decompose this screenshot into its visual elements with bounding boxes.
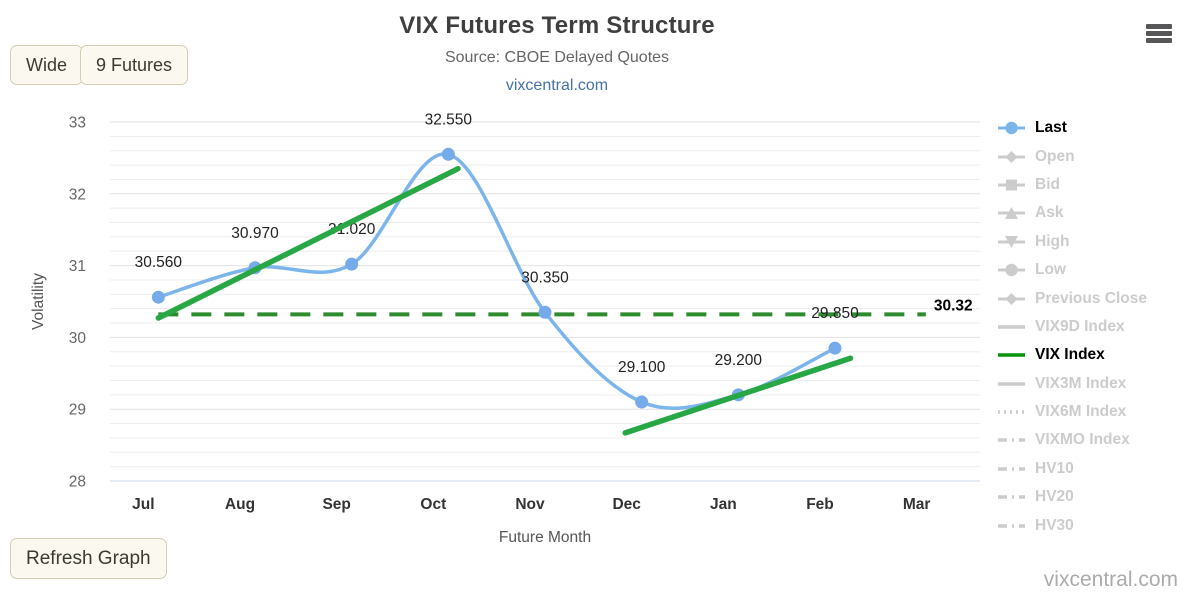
dash-dot-line-icon <box>998 523 1025 528</box>
line-icon <box>998 381 1025 386</box>
line-icon <box>998 353 1025 358</box>
x-tick-feb: Feb <box>806 496 834 513</box>
legend-label: VIX9D Index <box>1035 317 1125 335</box>
chart-subtitle: Source: CBOE Delayed Quotes <box>444 49 670 66</box>
legend-label: HV30 <box>1035 516 1074 534</box>
legend-item-bid[interactable]: Bid <box>998 171 1147 199</box>
svg-text:32.550: 32.550 <box>425 111 473 128</box>
x-tick-mar: Mar <box>903 496 931 513</box>
line-triangle-down-icon <box>998 235 1025 248</box>
svg-text:31: 31 <box>69 258 86 275</box>
legend-item-hv20[interactable]: HV20 <box>998 483 1147 511</box>
watermark-text: vixcentral.com <box>1043 568 1178 591</box>
legend-label: VIX6M Index <box>1035 403 1127 421</box>
point-jul[interactable] <box>151 290 165 304</box>
last-series-points <box>151 147 842 409</box>
line-diamond-icon <box>998 292 1025 305</box>
x-tick-dec: Dec <box>612 496 641 513</box>
line-square-icon <box>998 179 1025 191</box>
legend-item-low[interactable]: Low <box>998 256 1147 284</box>
legend-label: Open <box>1035 147 1075 165</box>
svg-text:32: 32 <box>69 186 86 203</box>
svg-text:29: 29 <box>69 402 86 419</box>
vix-index-value-label: 30.32 <box>934 297 973 314</box>
legend-item-last[interactable]: Last <box>998 114 1147 142</box>
trend-line-1 <box>155 165 461 321</box>
x-tick-jul: Jul <box>132 496 154 513</box>
svg-text:28: 28 <box>69 474 86 491</box>
dash-dot-line-icon <box>998 438 1025 443</box>
legend-item-vix9d-index[interactable]: VIX9D Index <box>998 313 1147 341</box>
point-dec[interactable] <box>635 395 649 409</box>
legend-item-open[interactable]: Open <box>998 142 1147 170</box>
vixcentral-link[interactable]: vixcentral.com <box>505 77 609 94</box>
svg-text:30.350: 30.350 <box>521 269 569 286</box>
dash-dot-line-icon <box>998 495 1025 500</box>
legend-item-vix6m-index[interactable]: VIX6M Index <box>998 398 1147 426</box>
svg-text:33: 33 <box>69 115 86 132</box>
dash-dot-line-icon <box>998 467 1025 471</box>
point-oct[interactable] <box>441 147 455 161</box>
legend-label: VIXMO Index <box>1035 431 1130 449</box>
svg-text:29.200: 29.200 <box>715 352 763 369</box>
trend-line-2 <box>622 355 854 436</box>
legend-label: VIX3M Index <box>1035 374 1127 392</box>
x-axis-title: Future Month <box>499 529 591 546</box>
hamburger-menu-icon[interactable] <box>1146 24 1172 45</box>
wide-button[interactable]: Wide <box>10 45 84 85</box>
svg-text:30: 30 <box>69 330 87 347</box>
point-nov[interactable] <box>538 305 552 319</box>
legend-label: Previous Close <box>1035 289 1147 307</box>
gridlines <box>110 121 980 482</box>
point-sep[interactable] <box>345 257 359 271</box>
x-tick-nov: Nov <box>515 496 545 513</box>
point-feb[interactable] <box>828 341 842 355</box>
x-tick-oct: Oct <box>420 496 446 513</box>
x-tick-jan: Jan <box>710 496 737 513</box>
svg-text:29.100: 29.100 <box>618 359 666 376</box>
chart-legend: Last Open Bid Ask High Low Previous Close VIX9D… <box>998 114 1147 540</box>
legend-label: HV20 <box>1035 488 1074 506</box>
x-axis-labels: Jul Aug Sep Oct Nov Dec Jan Feb Mar <box>132 496 930 513</box>
line-circle-icon <box>998 263 1025 277</box>
line-icon <box>998 325 1025 329</box>
legend-label: Last <box>1035 119 1067 137</box>
title-block: VIX Futures Term Structure Source: CBOE … <box>157 12 957 95</box>
line-circle-icon <box>998 121 1025 135</box>
futures-count-button[interactable]: 9 Futures <box>80 45 189 85</box>
legend-item-vix-index[interactable]: VIX Index <box>998 341 1147 369</box>
y-axis-labels: 33 32 31 30 29 28 <box>69 115 87 491</box>
svg-text:30.560: 30.560 <box>135 254 183 271</box>
legend-item-hv30[interactable]: HV30 <box>998 511 1147 539</box>
line-triangle-icon <box>998 207 1025 220</box>
legend-item-ask[interactable]: Ask <box>998 199 1147 227</box>
dotted-line-icon <box>998 410 1025 414</box>
legend-label: HV10 <box>1035 459 1074 477</box>
legend-item-previous-close[interactable]: Previous Close <box>998 284 1147 312</box>
chart-title: VIX Futures Term Structure <box>399 12 715 39</box>
x-tick-aug: Aug <box>225 496 255 513</box>
legend-item-vixmo-index[interactable]: VIXMO Index <box>998 426 1147 454</box>
legend-label: Ask <box>1035 204 1064 222</box>
legend-label: Bid <box>1035 175 1060 193</box>
y-axis-title: Volatility <box>30 273 47 330</box>
legend-label: VIX Index <box>1035 346 1105 364</box>
last-series-line <box>157 152 836 410</box>
legend-item-vix3m-index[interactable]: VIX3M Index <box>998 370 1147 398</box>
legend-label: Low <box>1035 261 1066 279</box>
legend-item-hv10[interactable]: HV10 <box>998 455 1147 483</box>
refresh-graph-button[interactable]: Refresh Graph <box>10 538 167 579</box>
legend-label: High <box>1035 232 1070 250</box>
legend-item-high[interactable]: High <box>998 228 1147 256</box>
x-tick-sep: Sep <box>322 496 350 513</box>
svg-text:29.850: 29.850 <box>811 305 859 322</box>
svg-text:30.970: 30.970 <box>231 225 279 242</box>
line-diamond-icon <box>998 150 1025 163</box>
